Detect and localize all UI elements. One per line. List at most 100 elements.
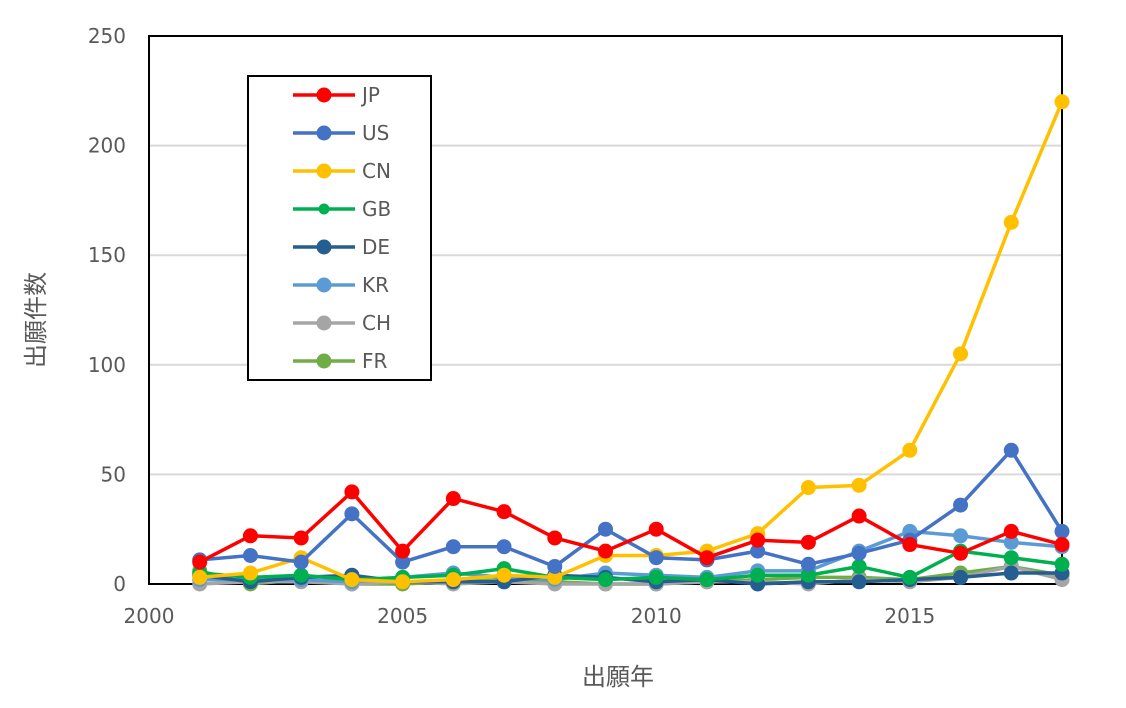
y-tick-label: 0 [113,572,126,596]
data-point [293,567,309,583]
data-point [293,530,309,546]
x-axis-title: 出願年 [582,663,654,691]
data-point [648,521,664,537]
series-line [199,101,1064,584]
legend-swatch-marker [316,239,332,255]
data-point [800,556,816,572]
legend-item-CN: CN [293,159,391,183]
data-point [395,554,411,570]
data-point [547,558,563,574]
data-point [496,567,512,583]
data-point [344,572,360,588]
data-point [851,574,867,590]
data-point [750,543,766,559]
x-tick-label: 2000 [124,604,175,628]
data-point [699,572,715,588]
data-point [953,545,969,561]
data-point [1054,556,1070,572]
data-point [496,504,512,520]
data-point [953,497,969,513]
data-point [344,506,360,522]
data-point [1003,565,1019,581]
legend-label: JP [360,83,380,107]
legend-label: CN [362,159,391,183]
data-point [598,543,613,559]
data-point [1054,523,1070,539]
legend-item-US: US [293,121,389,145]
data-point [395,574,411,590]
legend-swatch-marker [316,87,332,103]
legend-label: US [362,121,389,145]
legend-item-GB: GB [293,197,391,221]
data-point [750,567,766,583]
data-point [800,480,816,496]
data-point [800,534,816,550]
legend-swatch-marker [316,163,332,179]
legend-item-KR: KR [293,273,389,297]
data-point [1003,534,1019,550]
data-point [800,567,816,583]
data-point [648,550,664,566]
data-point [395,543,411,559]
data-point [547,569,563,585]
series-line [199,549,1063,582]
data-point [242,565,258,581]
legend-item-JP: JP [293,83,380,107]
series-line [199,448,1064,569]
data-point [242,548,258,564]
data-point [699,550,715,566]
y-tick-label: 100 [88,353,126,377]
data-point [851,545,867,561]
data-point [445,572,461,588]
data-point [902,569,918,585]
data-point [1054,94,1070,110]
legend-swatch-marker [316,277,332,293]
data-point [648,569,664,585]
legend: JP US CN GB DE KR CH FR [247,75,432,381]
data-point [496,539,512,555]
legend-swatch-marker [316,315,332,331]
data-point [1003,442,1019,458]
data-point [1003,523,1019,539]
legend-swatch-marker [316,353,332,369]
data-point [953,528,969,544]
data-point [344,484,360,500]
data-point [293,554,309,570]
data-point [192,554,208,570]
x-tick-label: 2005 [377,604,428,628]
y-axis-ticks: 0 50 100 150 200 250 [88,24,126,596]
legend-label: DE [362,235,390,259]
data-point [1003,214,1019,230]
x-axis-ticks: 2000 2005 2010 2015 [124,604,936,628]
legend-box [247,75,432,381]
legend-item-DE: DE [293,235,390,259]
series-layer [192,94,1070,592]
data-point [1003,550,1019,566]
data-point [953,346,969,362]
legend-label: KR [362,273,389,297]
data-point [242,528,258,544]
legend-label: FR [362,349,388,373]
data-point [851,558,867,574]
x-tick-label: 2010 [631,604,682,628]
data-point [192,569,208,585]
data-point [598,521,613,537]
data-point [598,572,613,588]
data-point [953,569,969,585]
y-tick-label: 150 [88,243,126,267]
data-point [547,530,563,546]
series-line [198,490,1063,564]
data-point [445,539,461,555]
x-tick-label: 2015 [884,604,935,628]
legend-label: CH [362,311,391,335]
series-line [199,564,1063,586]
data-point [902,537,918,553]
legend-swatch-marker [318,203,330,215]
data-point [851,508,867,524]
data-point [750,532,766,548]
legend-swatch-marker [316,125,332,141]
data-point [851,477,867,493]
series-line [199,529,1063,584]
y-tick-label: 250 [88,24,126,48]
